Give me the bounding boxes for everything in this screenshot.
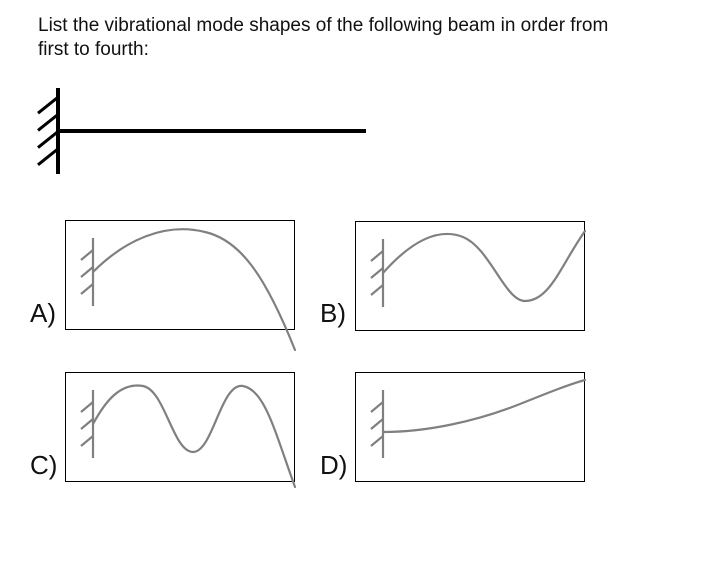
- main-beam-diagram: [36, 88, 366, 174]
- label-D: D): [320, 450, 347, 481]
- panel-D: [355, 372, 585, 482]
- page: List the vibrational mode shapes of the …: [0, 0, 704, 579]
- question-text: List the vibrational mode shapes of the …: [38, 14, 638, 62]
- label-B: B): [320, 298, 346, 329]
- panel-B: [355, 221, 585, 331]
- label-A: A): [30, 298, 56, 329]
- panel-A: [65, 220, 295, 330]
- label-C: C): [30, 450, 57, 481]
- panel-C: [65, 372, 295, 482]
